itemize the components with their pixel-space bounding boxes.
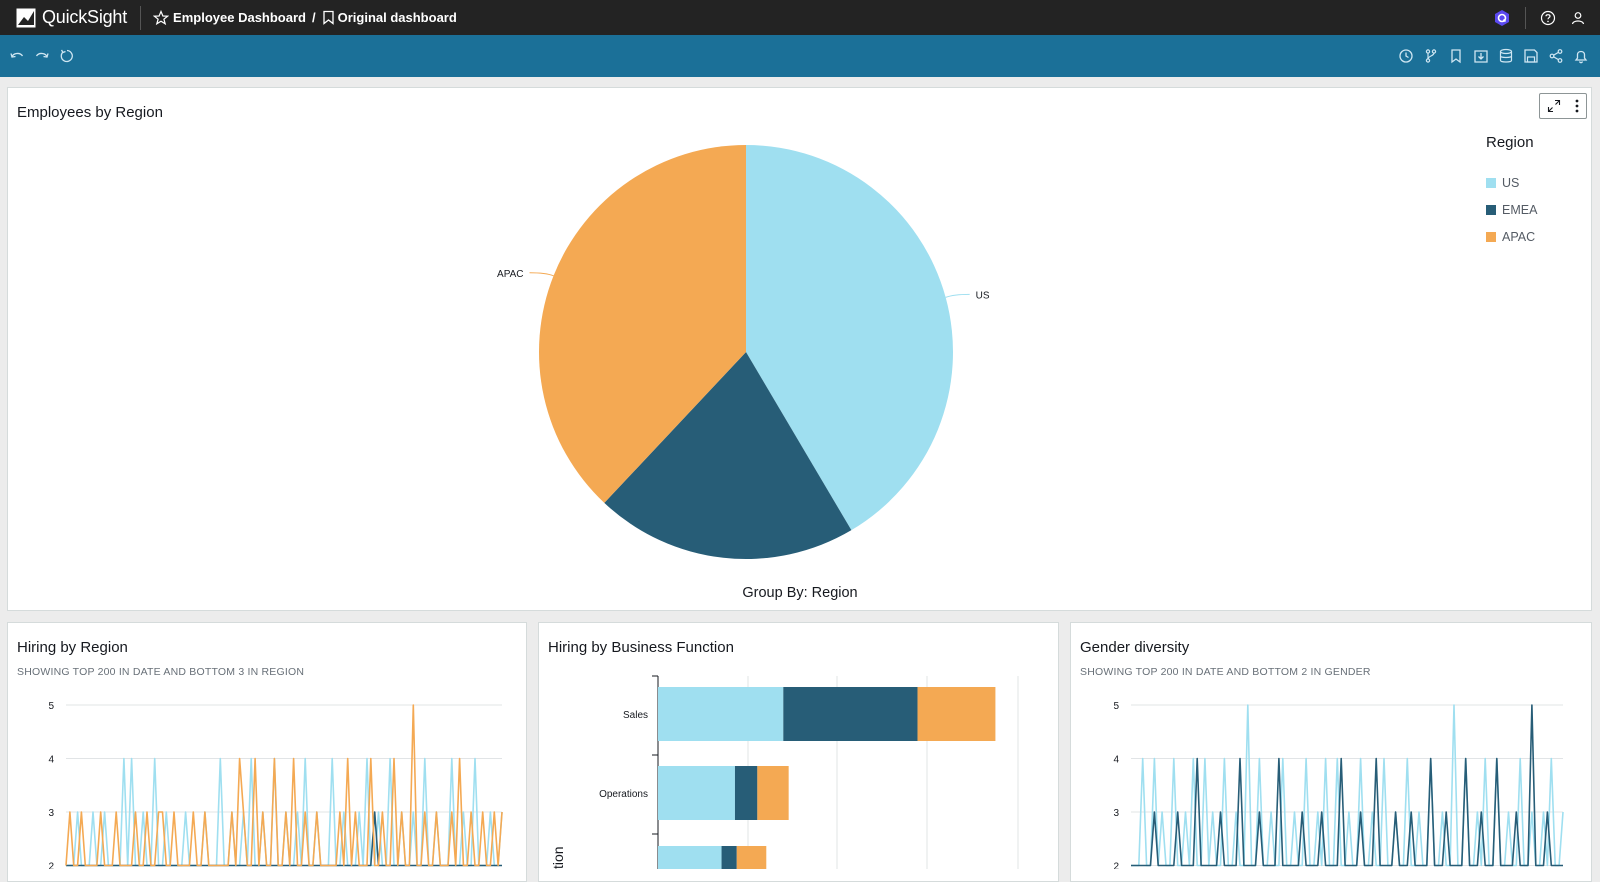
share-icon[interactable]	[1548, 48, 1564, 64]
divider	[1525, 6, 1526, 29]
breadcrumb: Employee Dashboard / Original dashboard	[153, 9, 457, 26]
alert-icon[interactable]	[1573, 48, 1589, 64]
breadcrumb-view[interactable]: Original dashboard	[337, 10, 457, 25]
divider	[140, 5, 142, 30]
legend: Region US EMEA APAC	[1486, 134, 1537, 250]
legend-label: APAC	[1502, 229, 1536, 244]
user-icon[interactable]	[1570, 10, 1586, 26]
app-name: QuickSight	[42, 7, 128, 27]
visual-title: Gender diversity	[1080, 639, 1190, 656]
q-assistant-icon[interactable]	[1493, 9, 1511, 27]
reset-icon[interactable]	[59, 48, 75, 64]
legend-item-apac[interactable]: APAC	[1486, 223, 1537, 250]
star-icon[interactable]	[153, 9, 170, 26]
dashboard-toolbar	[0, 35, 1600, 77]
more-options-icon[interactable]	[1574, 98, 1580, 114]
legend-swatch	[1486, 204, 1496, 215]
legend-title: Region	[1486, 134, 1534, 151]
legend-item-emea[interactable]: EMEA	[1486, 196, 1537, 223]
quicksight-logo[interactable]: QuickSight	[0, 0, 127, 35]
quicksight-logo-icon	[16, 8, 36, 27]
legend-item-us[interactable]: US	[1486, 169, 1537, 196]
visual-title: Hiring by Region	[17, 639, 128, 656]
undo-icon[interactable]	[9, 48, 25, 64]
bookmark-icon[interactable]	[1448, 48, 1464, 64]
hiring-by-region-visual[interactable]: Hiring by Region SHOWING TOP 200 IN DATE…	[7, 622, 527, 882]
group-by-label: Group By: Region	[742, 585, 858, 601]
legend-swatch	[1486, 231, 1496, 242]
visual-menu-buttons	[1539, 93, 1587, 119]
redo-icon[interactable]	[34, 48, 50, 64]
download-icon[interactable]	[1473, 48, 1489, 64]
visual-subtitle: SHOWING TOP 200 IN DATE AND BOTTOM 3 IN …	[17, 666, 305, 678]
expand-icon[interactable]	[1547, 99, 1561, 113]
top-right-actions	[1493, 0, 1586, 35]
visual-title: Employees by Region	[17, 104, 163, 121]
legend-swatch	[1486, 177, 1496, 188]
visual-title: Hiring by Business Function	[548, 639, 734, 656]
visual-subtitle: SHOWING TOP 200 IN DATE AND BOTTOM 2 IN …	[1080, 666, 1371, 678]
legend-label: EMEA	[1502, 202, 1538, 217]
top-bar: QuickSight Employee Dashboard / Original…	[0, 0, 1600, 35]
save-icon[interactable]	[1523, 48, 1539, 64]
gender-diversity-visual[interactable]: Gender diversity SHOWING TOP 200 IN DATE…	[1070, 622, 1592, 882]
branch-icon[interactable]	[1423, 48, 1439, 64]
employees-by-region-visual[interactable]: Employees by Region Group By: Region	[7, 87, 1592, 611]
bookmark-icon	[322, 10, 334, 25]
help-icon[interactable]	[1540, 10, 1556, 26]
hiring-by-business-function-visual[interactable]: Hiring by Business Function	[538, 622, 1059, 882]
breadcrumb-separator: /	[311, 10, 316, 25]
data-icon[interactable]	[1498, 48, 1514, 64]
breadcrumb-dashboard[interactable]: Employee Dashboard	[173, 10, 306, 25]
legend-label: US	[1502, 175, 1520, 190]
schedule-icon[interactable]	[1398, 48, 1414, 64]
